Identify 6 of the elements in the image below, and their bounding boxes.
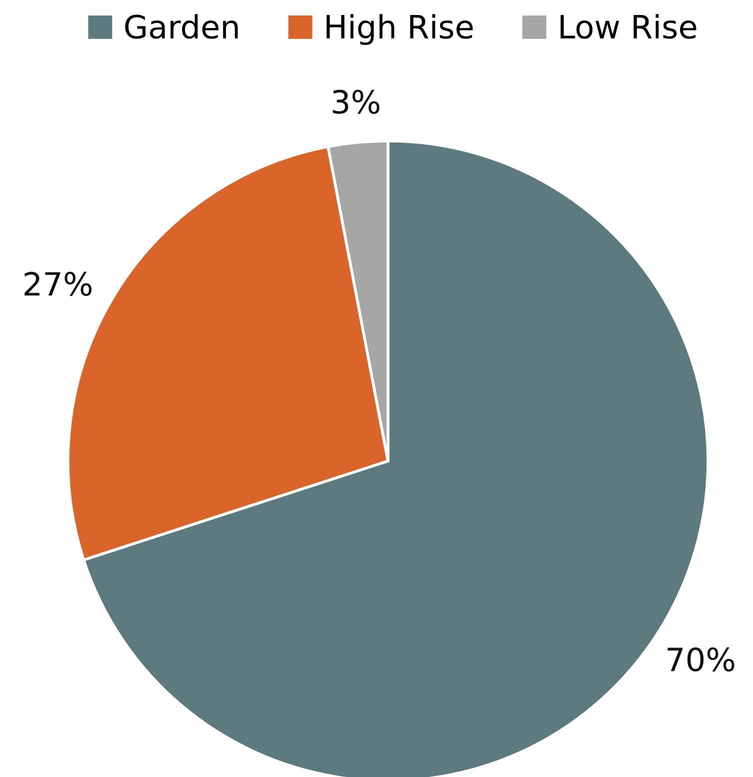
data-label: 27% bbox=[24, 272, 92, 296]
data-label: 3% bbox=[332, 90, 380, 114]
legend-label: Low Rise bbox=[560, 14, 696, 39]
legend-label: Garden bbox=[125, 14, 238, 39]
legend-label: High Rise bbox=[326, 14, 473, 45]
data-label: 70% bbox=[668, 647, 734, 672]
